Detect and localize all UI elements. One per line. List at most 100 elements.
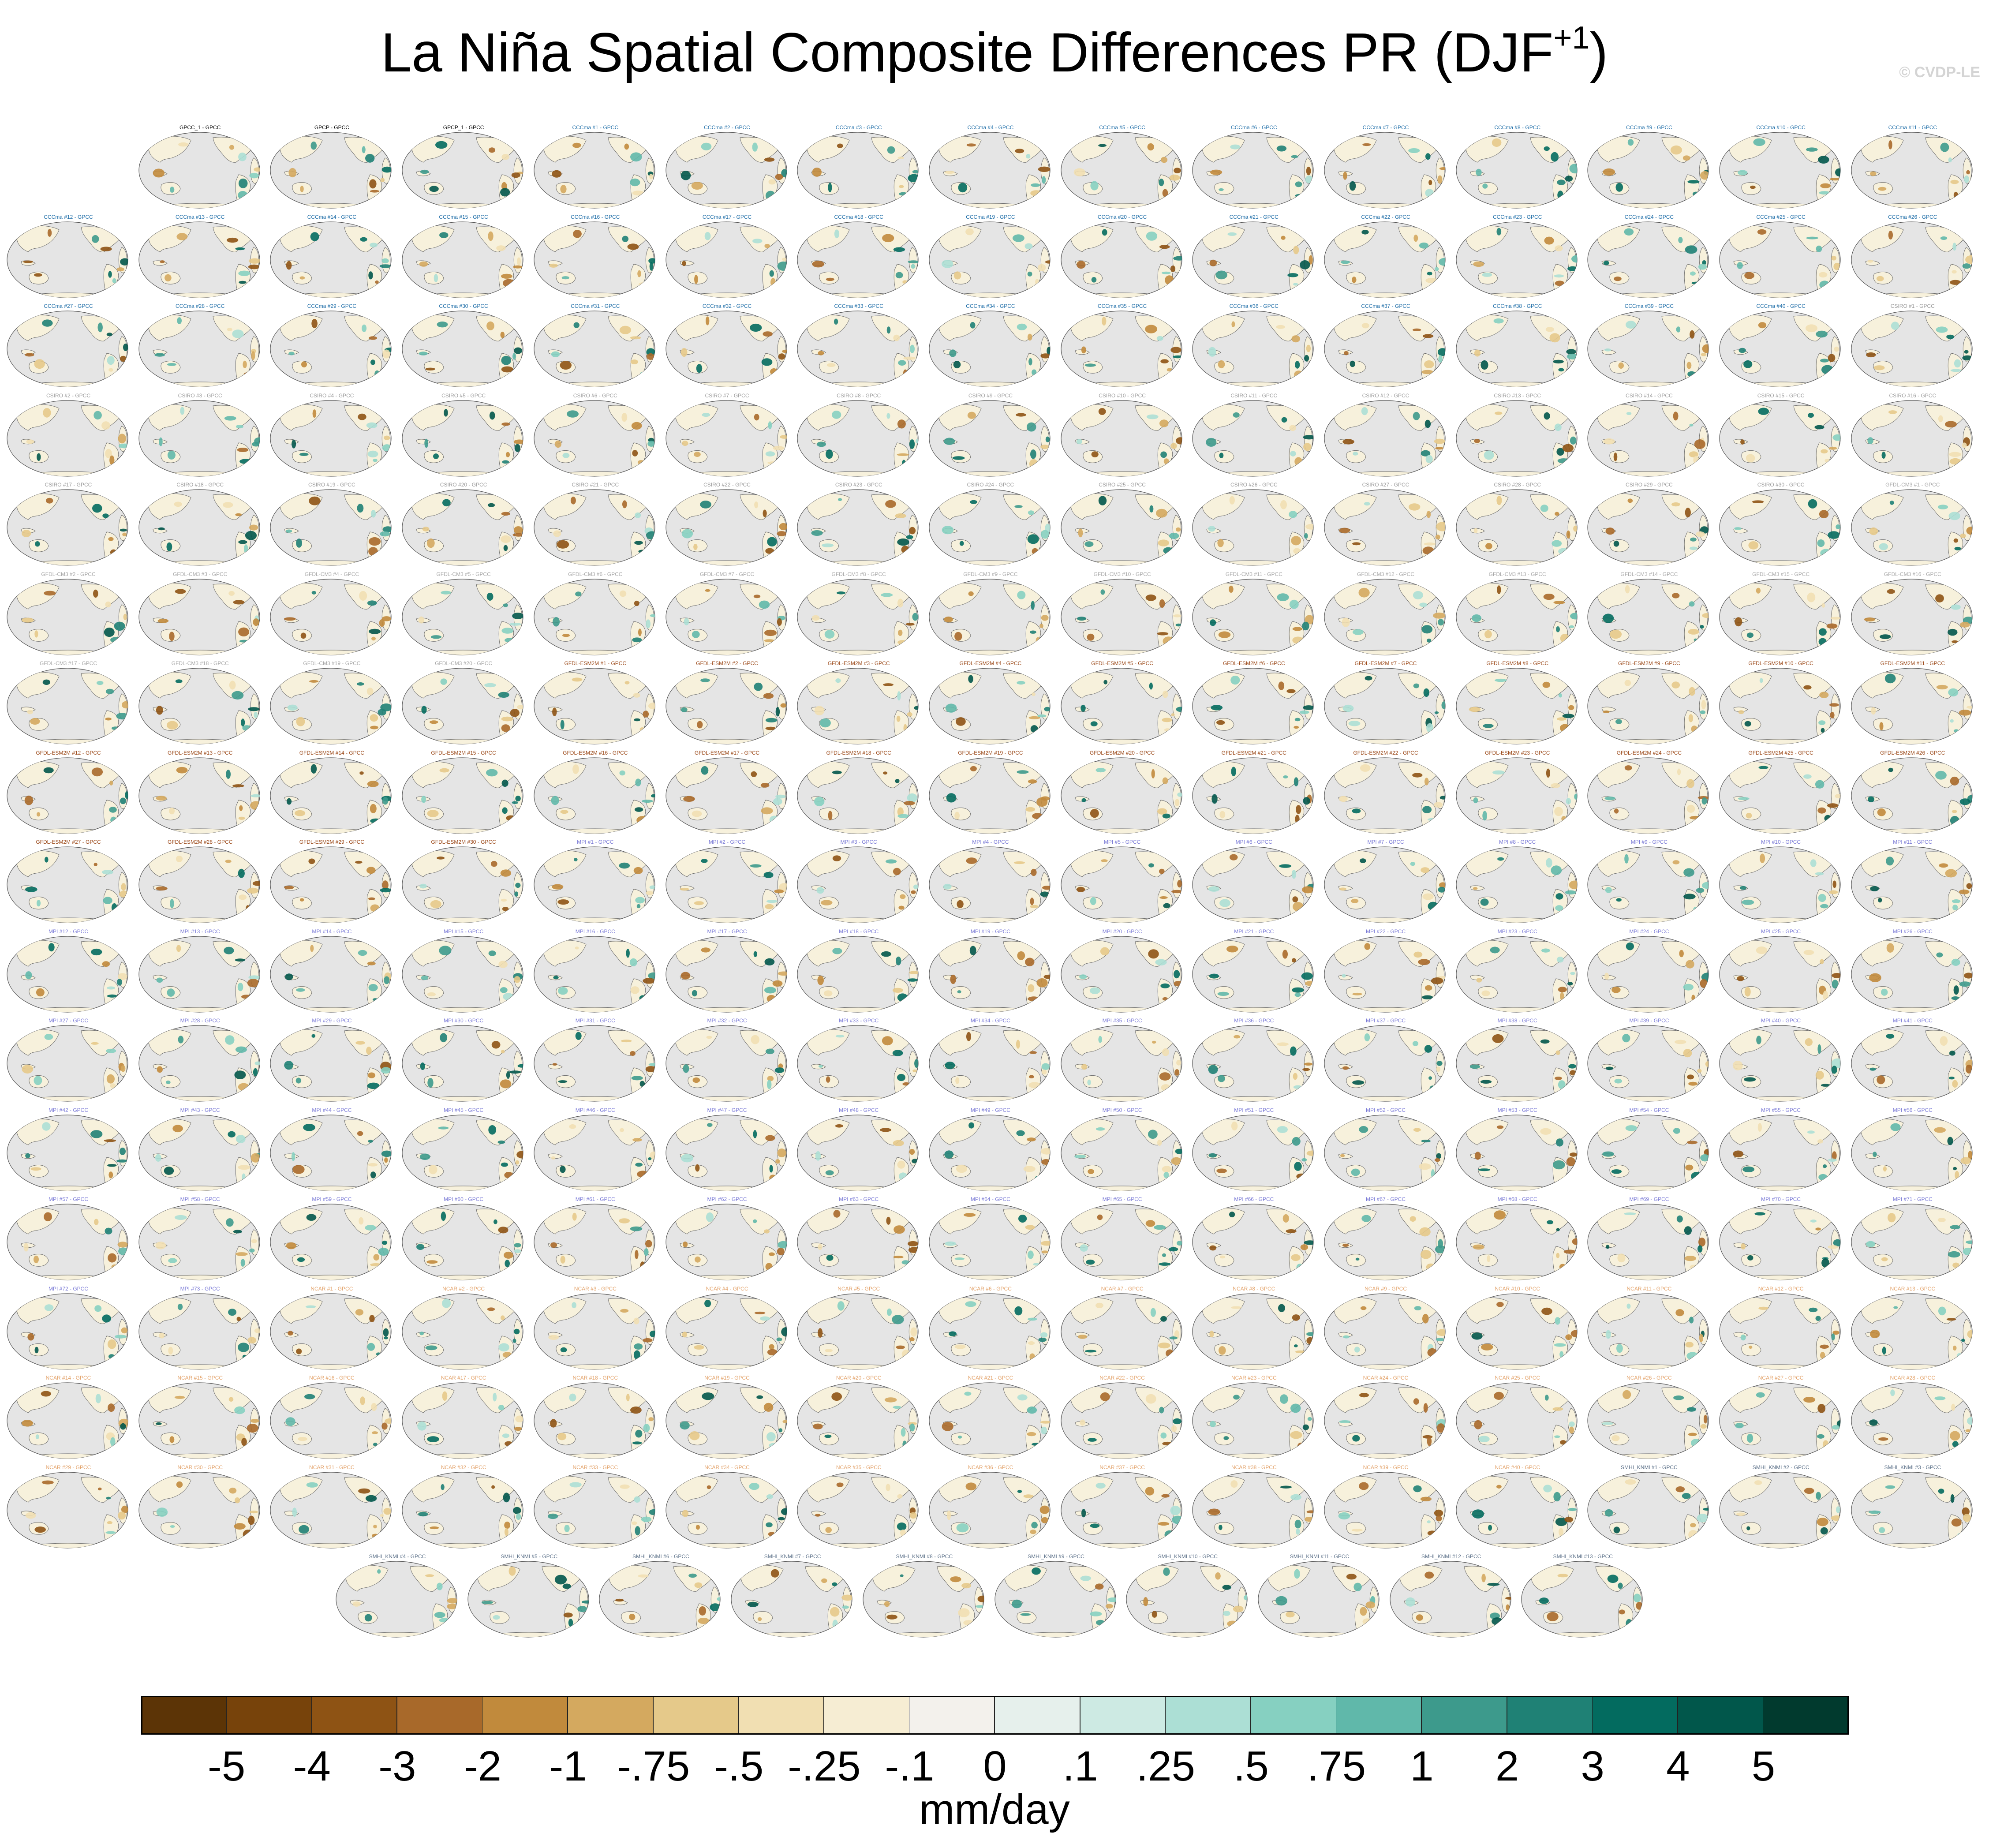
panel-label: MPI #19 - GPCC <box>970 928 1010 935</box>
map-shading <box>1803 685 1812 690</box>
map-shading <box>679 887 689 891</box>
map-shading <box>1223 1436 1229 1440</box>
map-shading <box>501 355 512 365</box>
map-land-antarctica <box>941 560 1039 565</box>
map-land-antarctica <box>1731 382 1829 387</box>
map-shading <box>1090 181 1099 191</box>
map-land-australia <box>687 539 707 552</box>
map-shading <box>1175 1148 1182 1154</box>
map-shading <box>825 1170 834 1175</box>
map-land-africa <box>513 1229 523 1256</box>
map-land-australia <box>951 1075 971 1088</box>
map-land-australia <box>951 1253 971 1267</box>
map-shading <box>773 797 782 805</box>
map-shading <box>1496 585 1501 594</box>
map-land-antarctica <box>941 828 1039 834</box>
map-shading <box>369 537 381 546</box>
map-shading <box>898 905 905 910</box>
globe-map <box>270 1471 392 1549</box>
map-panel: CCCma #10 - GPCC <box>1719 124 1843 210</box>
map-land-greenland <box>769 490 782 498</box>
map-shading <box>774 889 784 894</box>
map-shading <box>1685 508 1691 518</box>
map-shading <box>1281 236 1286 240</box>
globe-map <box>402 935 523 1013</box>
map-panel: NCAR #4 - GPCC <box>665 1286 789 1371</box>
map-land-greenland <box>373 490 386 498</box>
map-shading <box>1624 228 1634 236</box>
map-shading <box>1687 1074 1694 1080</box>
map-shading <box>174 501 182 507</box>
map-shading <box>1342 439 1354 445</box>
map-shading <box>629 1051 636 1056</box>
map-shading <box>1031 369 1037 376</box>
map-shading <box>427 538 435 548</box>
map-shading <box>1945 869 1957 878</box>
map-land-greenland <box>242 133 255 140</box>
map-panel: GFDL-ESM2M #15 - GPCC <box>401 750 526 835</box>
map-panel: NCAR #3 - GPCC <box>533 1286 658 1371</box>
map-shading <box>1036 637 1040 643</box>
map-shading <box>34 1255 39 1264</box>
map-shading <box>1098 1036 1102 1043</box>
map-shading <box>1409 1216 1416 1222</box>
map-shading <box>1208 347 1217 357</box>
map-shading <box>1352 808 1361 813</box>
globe-map <box>929 668 1051 744</box>
map-shading <box>1303 705 1314 710</box>
map-land-antarctica <box>414 1186 512 1191</box>
map-land-antarctica <box>1204 1275 1302 1280</box>
map-land-greenland <box>1295 1294 1309 1302</box>
map-shading <box>1951 604 1961 610</box>
map-land-antarctica <box>1204 1007 1302 1012</box>
map-shading <box>1025 807 1035 812</box>
map-shading <box>1540 1039 1550 1044</box>
map-shading <box>1483 724 1494 728</box>
map-land-antarctica <box>1863 1453 1961 1459</box>
panel-label: CSIRO #21 - GPCC <box>572 482 619 488</box>
map-shading <box>649 885 655 889</box>
map-shading <box>1025 1225 1035 1230</box>
map-shading <box>225 1218 234 1227</box>
map-land-antarctica <box>809 1453 907 1459</box>
map-shading <box>511 172 520 178</box>
map-shading <box>1628 139 1634 146</box>
panel-label: MPI #56 - GPCC <box>1892 1107 1933 1113</box>
map-shading <box>236 1134 246 1143</box>
map-shading <box>1162 777 1168 784</box>
map-shading <box>1217 991 1230 996</box>
panel-label: CSIRO #20 - GPCC <box>440 482 487 488</box>
map-shading <box>301 361 307 368</box>
globe-map <box>534 1114 655 1191</box>
map-land-australia <box>556 1164 576 1178</box>
map-shading <box>1818 156 1829 164</box>
map-shading <box>1625 765 1633 771</box>
map-shading <box>1173 980 1182 986</box>
map-land-greenland <box>1559 400 1572 408</box>
globe-map <box>929 846 1051 923</box>
map-shading <box>1040 353 1050 359</box>
map-shading <box>491 1041 501 1049</box>
map-shading <box>1026 422 1036 431</box>
globe-map <box>665 400 787 477</box>
map-shading <box>970 766 977 771</box>
map-shading <box>965 228 974 235</box>
map-shading <box>1744 987 1751 997</box>
map-shading <box>248 707 259 711</box>
map-shading <box>1412 772 1423 778</box>
map-shading <box>236 1317 241 1321</box>
map-shading <box>365 1225 376 1231</box>
map-land-antarctica <box>1468 739 1566 744</box>
map-shading <box>1342 1066 1349 1070</box>
map-shading <box>1555 905 1563 911</box>
map-land-antarctica <box>19 650 117 655</box>
map-shading <box>93 863 97 866</box>
map-panel: GFDL-CM3 #3 - GPCC <box>138 571 262 657</box>
map-shading <box>1350 360 1355 367</box>
map-shading <box>168 1347 173 1354</box>
map-shading <box>1160 359 1169 363</box>
map-shading <box>1554 1435 1560 1438</box>
map-shading <box>250 1153 260 1163</box>
map-shading <box>503 545 508 551</box>
map-shading <box>1155 509 1167 518</box>
